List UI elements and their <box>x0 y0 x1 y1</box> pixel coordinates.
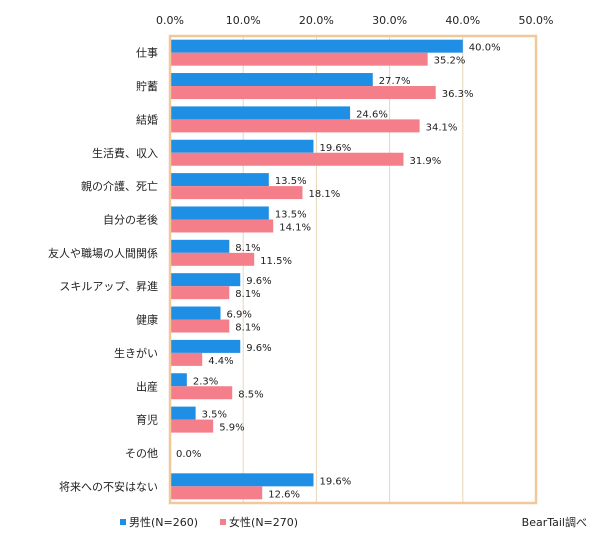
bar-male <box>170 173 269 187</box>
x-tick-label: 20.0% <box>299 14 334 27</box>
bar-female <box>170 186 303 200</box>
bar-male <box>170 206 269 220</box>
data-label: 36.3% <box>442 89 474 100</box>
data-label: 9.6% <box>246 276 271 287</box>
data-label: 14.1% <box>279 222 311 233</box>
bar-female <box>170 52 428 66</box>
data-label: 8.5% <box>238 389 263 400</box>
category-label: 仕事 <box>136 47 158 60</box>
x-tick-label: 30.0% <box>372 14 407 27</box>
plot-frame <box>168 34 538 505</box>
bar-male <box>170 73 373 87</box>
data-label: 24.6% <box>356 109 388 120</box>
bar-male <box>170 139 314 153</box>
bar-female <box>170 352 203 366</box>
legend-swatch-male <box>120 519 126 525</box>
bar-female <box>170 486 263 500</box>
bar-male <box>170 106 351 120</box>
bar-male <box>170 373 187 387</box>
legend: 男性(N=260) 女性(N=270) <box>120 514 298 530</box>
bar-female <box>170 319 230 333</box>
category-label: 出産 <box>136 379 158 393</box>
data-label: 9.6% <box>246 343 271 354</box>
data-label: 0.0% <box>176 449 201 460</box>
data-label: 2.3% <box>193 376 218 387</box>
data-label: 8.1% <box>235 323 260 334</box>
data-label: 19.6% <box>319 143 351 154</box>
data-label: 4.4% <box>208 356 233 367</box>
bar-female <box>170 386 233 400</box>
bar-female <box>170 252 255 266</box>
data-label: 35.2% <box>434 56 466 67</box>
category-label: 結婚 <box>136 112 158 126</box>
x-tick-label: 40.0% <box>445 14 480 27</box>
bar-male <box>170 273 241 287</box>
category-label: 生活費、収入 <box>92 146 158 160</box>
bar-female <box>170 219 274 233</box>
x-tick-label: 0.0% <box>156 14 184 27</box>
data-label: 18.1% <box>308 189 340 200</box>
bar-female <box>170 119 420 133</box>
data-label: 34.1% <box>426 122 458 133</box>
category-label: 友人や職場の人間関係 <box>48 246 158 260</box>
data-label: 13.5% <box>275 209 307 220</box>
category-label: その他 <box>125 447 158 460</box>
data-label: 8.1% <box>235 243 260 254</box>
category-label: 自分の老後 <box>103 212 158 226</box>
bar-female <box>170 286 230 300</box>
source-note: BearTail調べ <box>521 516 587 529</box>
bar-male <box>170 306 221 320</box>
data-label: 27.7% <box>379 76 411 87</box>
legend-swatch-female <box>220 519 227 525</box>
bar-female <box>170 86 436 100</box>
legend-item-female: 女性(N=270) <box>220 514 298 530</box>
category-label: 健康 <box>136 313 158 327</box>
data-label: 6.9% <box>227 310 252 321</box>
data-label: 5.9% <box>219 423 244 434</box>
legend-label-female: 女性(N=270) <box>229 516 299 529</box>
bar-female <box>170 152 404 166</box>
bar-male <box>170 339 241 353</box>
category-label: 貯蓄 <box>136 80 158 93</box>
bar-male <box>170 239 230 253</box>
category-label: スキルアップ、昇進 <box>59 280 158 293</box>
data-label: 31.9% <box>410 156 442 167</box>
category-label: 親の介護、死亡 <box>81 179 158 193</box>
data-label: 19.6% <box>319 476 351 487</box>
data-label: 11.5% <box>260 256 292 267</box>
data-label: 8.1% <box>235 289 260 300</box>
bar-female <box>170 419 214 433</box>
bar-male <box>170 406 196 420</box>
legend-item-male: 男性(N=260) <box>120 514 198 530</box>
bar-male <box>170 39 463 53</box>
legend-label-male: 男性(N=260) <box>129 516 199 529</box>
x-tick-label: 50.0% <box>519 14 554 27</box>
bar-male <box>170 473 314 487</box>
category-label: 育児 <box>136 413 158 427</box>
data-label: 40.0% <box>469 43 501 54</box>
category-label: 将来への不安はない <box>59 479 158 493</box>
data-label: 13.5% <box>275 176 307 187</box>
category-label: 生きがい <box>114 346 158 360</box>
data-label: 12.6% <box>268 489 300 500</box>
data-label: 3.5% <box>202 410 227 421</box>
x-tick-label: 10.0% <box>226 14 261 27</box>
